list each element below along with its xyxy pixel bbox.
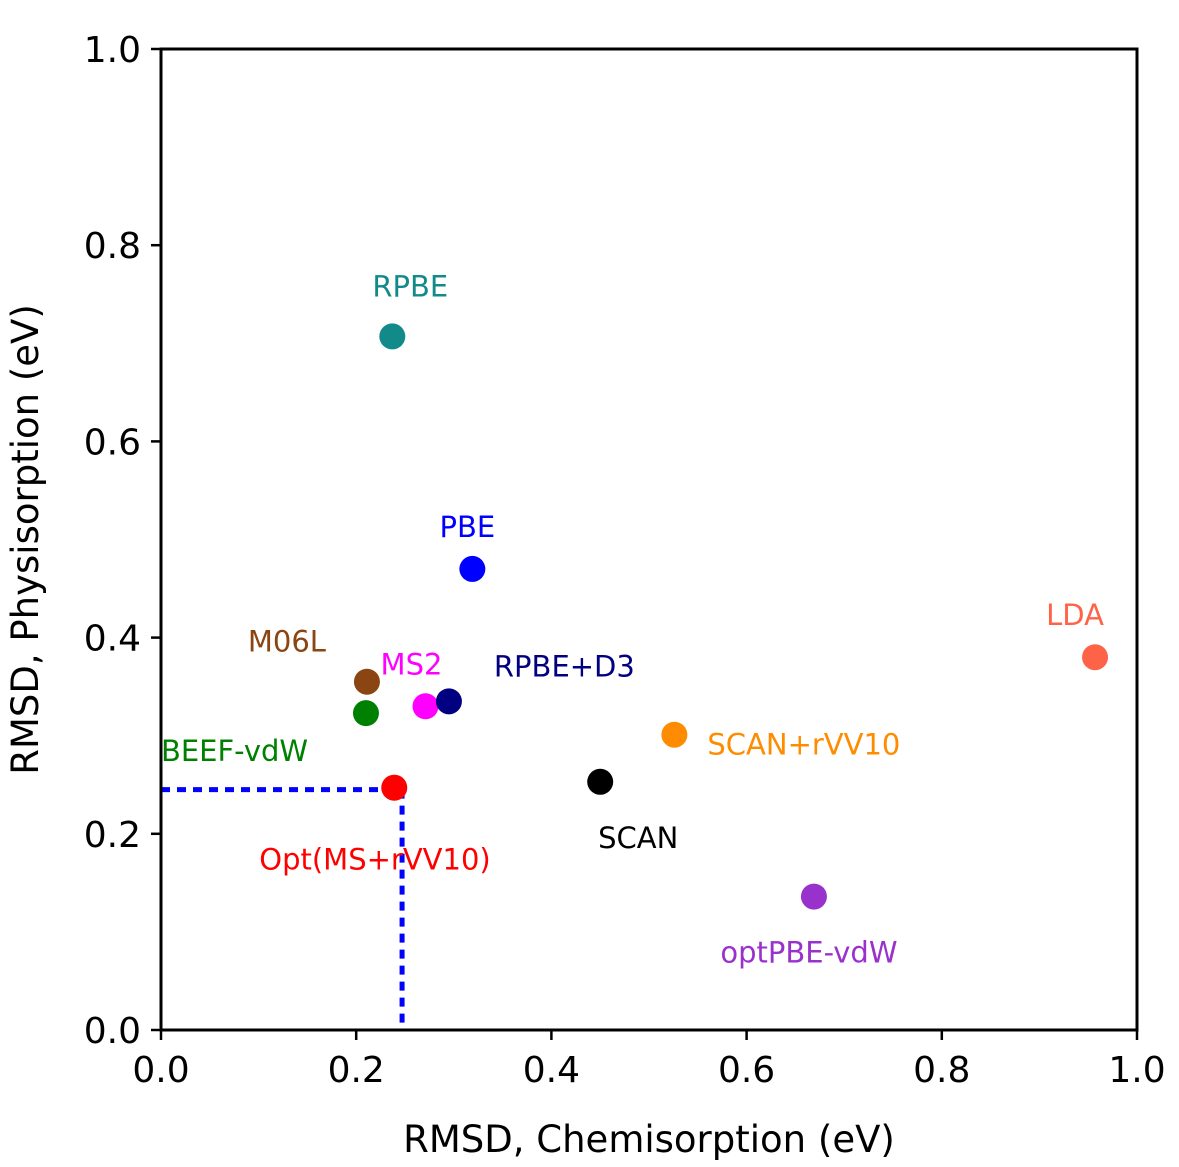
data-point-scan-rvv10 (661, 721, 688, 748)
y-tick-label: 1.0 (84, 30, 141, 71)
x-tick-label: 0.4 (523, 1050, 580, 1091)
y-tick-label: 0.6 (84, 422, 141, 463)
x-tick-label: 0.0 (132, 1050, 189, 1091)
point-label: LDA (1046, 598, 1104, 632)
y-tick-label: 0.0 (84, 1011, 141, 1052)
point-labels: RPBE PBE LDA M06L MS2 RPBE+D3 BEEF-vdW SCAN+rVV… (161, 269, 1104, 969)
x-tick-label: 0.2 (328, 1050, 385, 1091)
data-points (352, 323, 1109, 910)
y-tick-label: 0.4 (84, 619, 141, 660)
data-point-m06l (353, 668, 380, 695)
plot-frame (159, 47, 1139, 1032)
x-tick-label: 0.6 (718, 1050, 775, 1091)
point-label: SCAN+rVV10 (707, 728, 900, 762)
point-label: optPBE-vdW (720, 936, 897, 970)
point-label: Opt(MS+rVV10) (259, 843, 490, 877)
x-tick-label: 1.0 (1108, 1050, 1165, 1091)
data-point-scan (587, 768, 614, 795)
reference-lines (161, 787, 405, 1030)
y-tick-label: 0.2 (84, 815, 141, 856)
point-label: RPBE+D3 (494, 649, 635, 683)
point-label: M06L (248, 625, 326, 659)
point-label: PBE (439, 510, 495, 544)
point-label: SCAN (598, 821, 678, 855)
y-tick-label: 0.8 (84, 226, 141, 267)
data-point-beef-vdw (352, 700, 379, 727)
x-axis-title: RMSD, Chemisorption (eV) (403, 1118, 895, 1161)
x-axis-ticks: 0.0 0.2 0.4 0.6 0.8 1.0 (132, 1030, 1166, 1091)
data-point-rpbe (379, 323, 406, 350)
data-point-optpbe-vdw (800, 883, 827, 910)
data-point-rpbe-d3 (435, 688, 462, 715)
point-label: BEEF-vdW (161, 734, 308, 768)
point-label: RPBE (372, 269, 448, 303)
y-axis-ticks: 0.0 0.2 0.4 0.6 0.8 1.0 (84, 30, 161, 1052)
data-point-opt-ms-rvv10- (381, 774, 408, 801)
data-point-pbe (459, 555, 486, 582)
data-point-lda (1082, 644, 1109, 671)
x-tick-label: 0.8 (913, 1050, 970, 1091)
y-axis-title: RMSD, Physisorption (eV) (4, 304, 47, 775)
data-point-ms2 (412, 693, 439, 720)
point-label: MS2 (381, 647, 443, 681)
